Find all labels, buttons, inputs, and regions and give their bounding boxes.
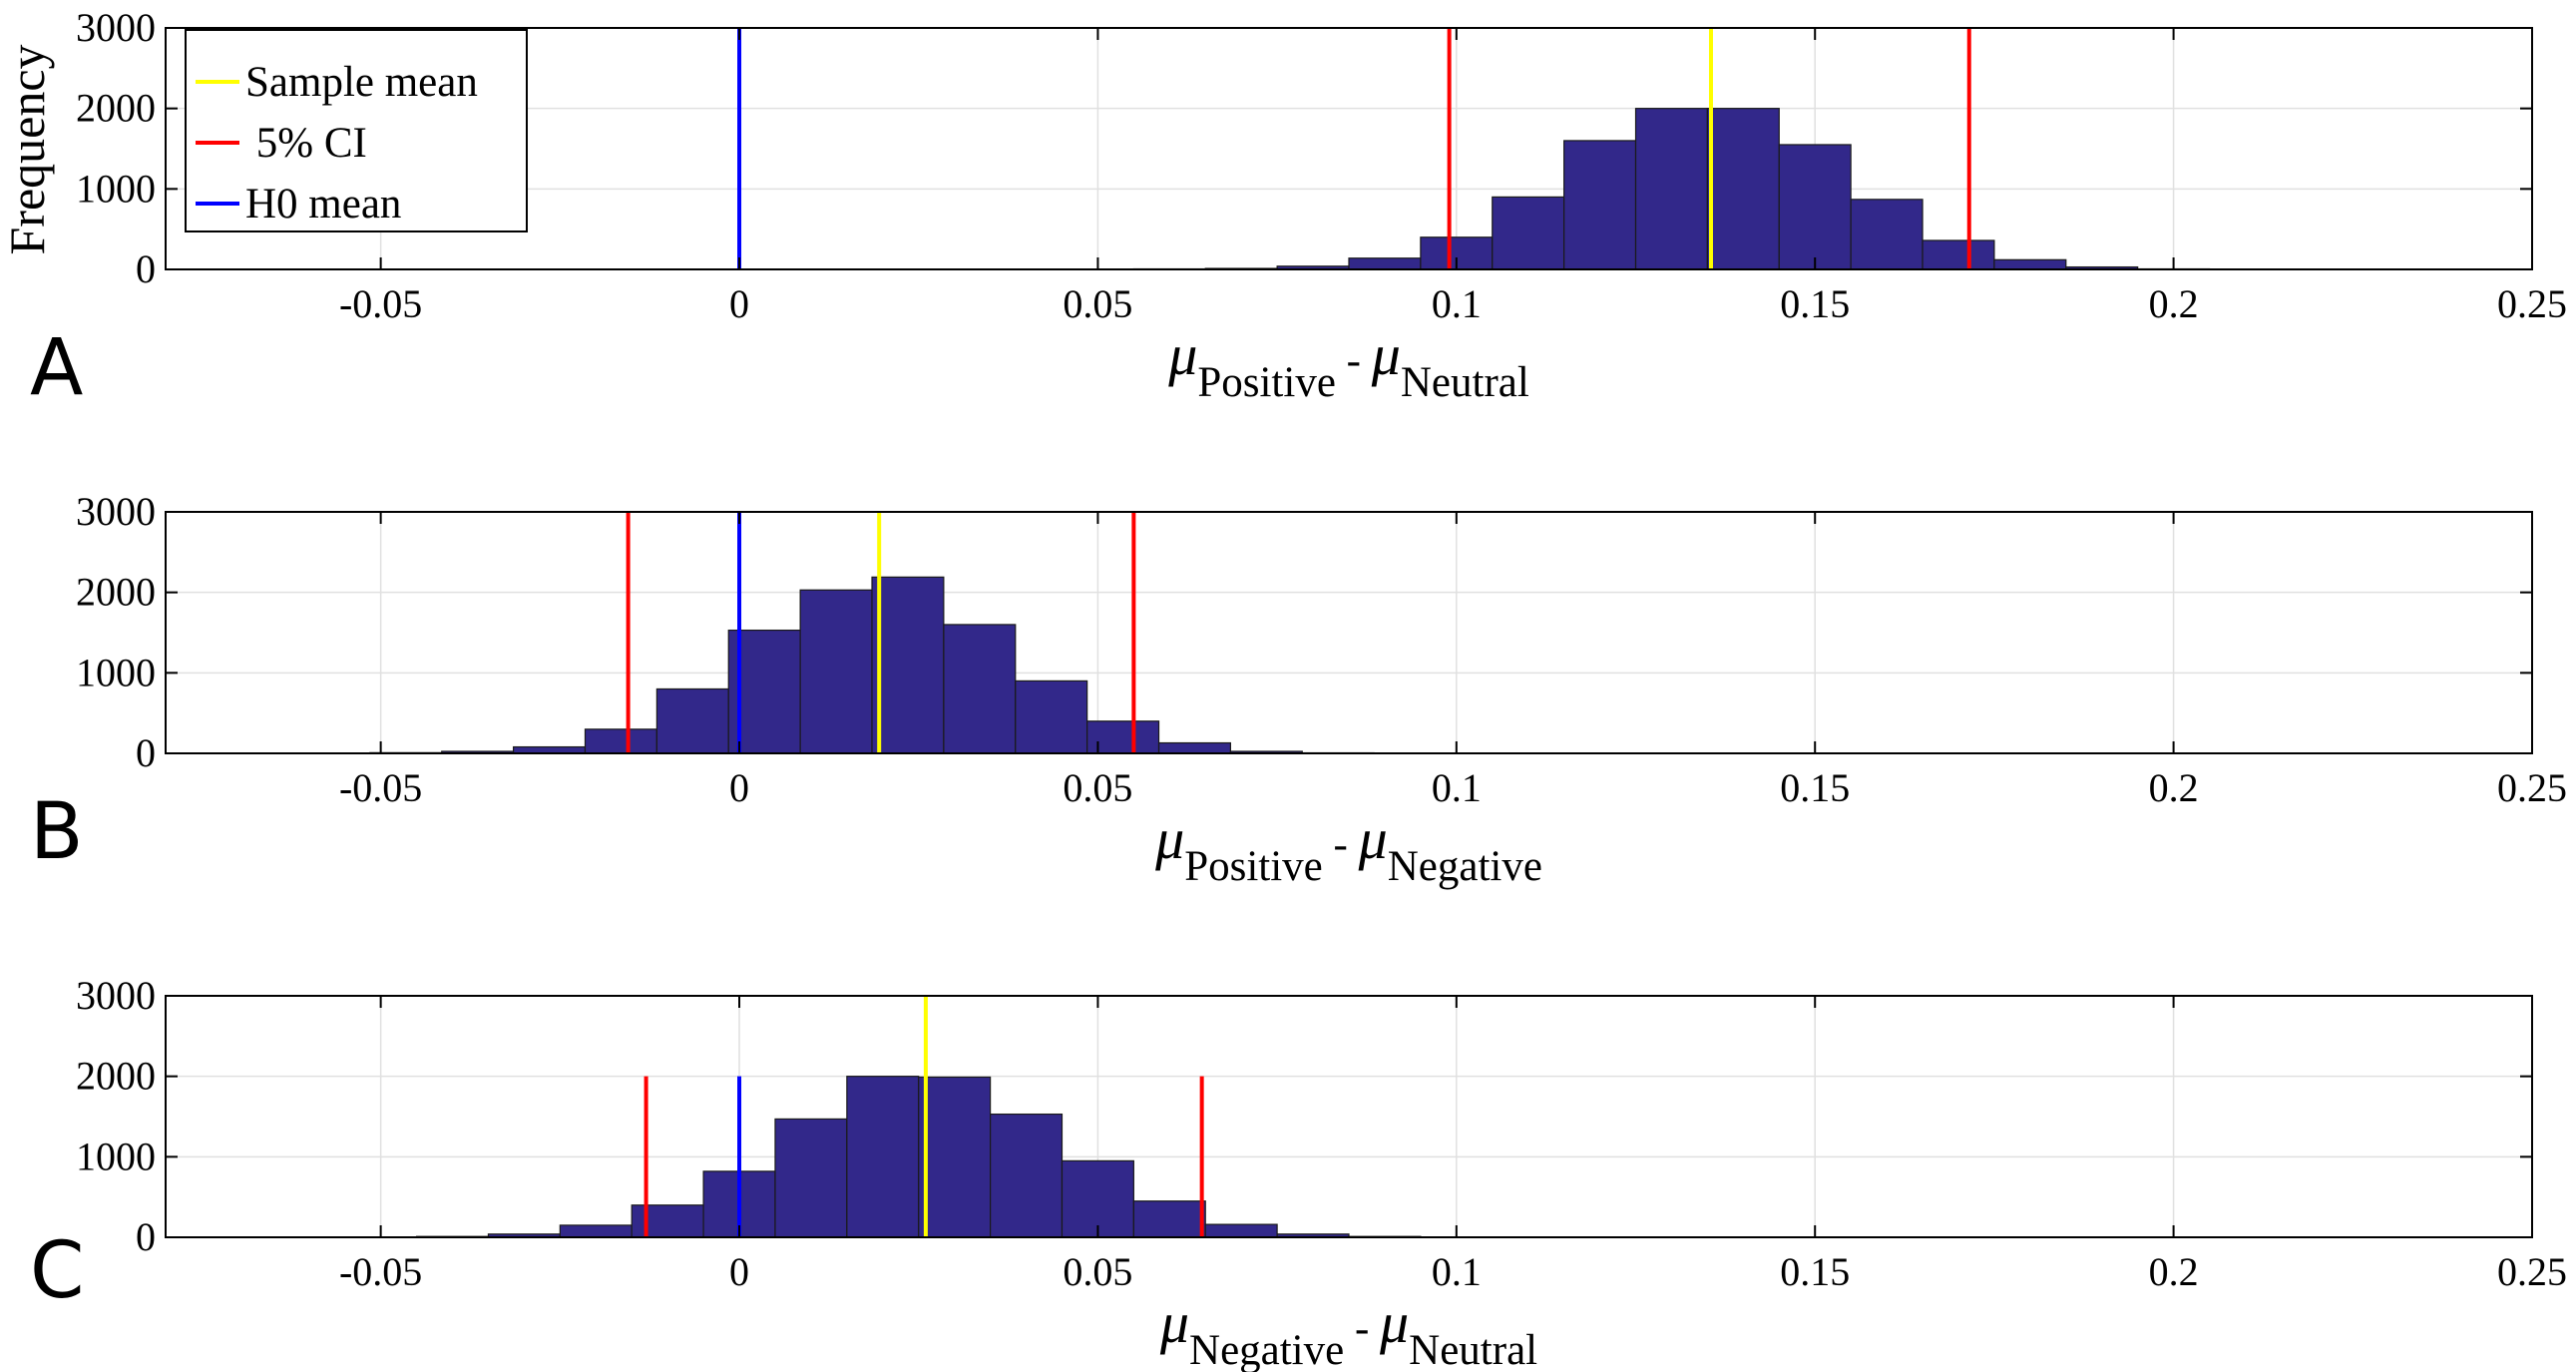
x-axis-label-part: Positive: [1197, 359, 1336, 406]
x-axis-label-part: μ: [1379, 1290, 1409, 1355]
histogram-bar: [990, 1113, 1064, 1238]
x-tick-label: 0: [729, 281, 749, 326]
y-tick-label: 2000: [76, 1054, 156, 1099]
histogram-bar: [918, 1076, 992, 1238]
panel-b: -0.05 0 0.05 0.1 0.15 0.2 0.25 0 1000 2000 3000 B μP…: [30, 489, 2567, 890]
y-tick-label: 3000: [76, 489, 156, 534]
legend-box: [185, 29, 528, 232]
histogram-bar: [1348, 257, 1422, 270]
legend-label-ci: 5% CI: [245, 120, 367, 167]
x-tick-label: 0.2: [2149, 281, 2199, 326]
y-tick-label: 0: [136, 246, 156, 291]
x-axis-label-part: -: [1323, 821, 1359, 868]
panel-letter-b: B: [30, 787, 84, 877]
axes-box: [165, 27, 2533, 270]
histogram-bar: [1993, 258, 2067, 270]
histogram-bar: [1086, 720, 1160, 754]
x-tick-label: 0.25: [2497, 765, 2567, 810]
y-tick-label: 1000: [76, 1134, 156, 1178]
histogram-bar: [559, 1224, 633, 1238]
histogram-bar: [1922, 239, 1995, 270]
histogram-bar: [1204, 1223, 1278, 1238]
x-tick-label: 0.05: [1063, 1249, 1132, 1294]
y-axis-label: Frequency: [0, 44, 55, 254]
x-axis-label-part: μ: [1159, 1290, 1189, 1355]
y-tick-label: 1000: [76, 166, 156, 211]
plot-area: [166, 28, 2532, 269]
y-tick-label: 1000: [76, 650, 156, 694]
y-tick-label: 2000: [76, 570, 156, 615]
histogram-bar: [1061, 1159, 1134, 1238]
panel-c: -0.05 0 0.05 0.1 0.15 0.2 0.250100020003000CμN…: [30, 973, 2567, 1372]
x-tick-label: 0.1: [1432, 281, 1482, 326]
y-tick-label: 3000: [76, 973, 156, 1018]
y-tick-label: 3000: [76, 5, 156, 50]
x-tick-label: 0.15: [1780, 765, 1850, 810]
x-tick-label: 0: [729, 1249, 749, 1294]
x-tick-label: 0.2: [2149, 1249, 2199, 1294]
legend-label-sample-mean: Sample mean: [245, 59, 478, 106]
plot-area: [166, 512, 2532, 753]
x-tick-label: 0.25: [2497, 281, 2567, 326]
x-tick-label: 0.05: [1063, 281, 1132, 326]
x-axis-label-part: Negative: [1189, 1327, 1344, 1372]
legend: Sample mean 5% CI H0 mean: [185, 29, 528, 232]
legend-label-h0-mean: H0 mean: [245, 181, 401, 228]
x-tick-label: -0.05: [339, 1249, 422, 1294]
histogram-bar: [584, 728, 657, 754]
histogram-bar: [1015, 680, 1088, 754]
histogram-bar: [1492, 196, 1565, 270]
x-axis-label: μPositive - μNeutral: [1167, 322, 1529, 406]
axes-box: [165, 511, 2533, 754]
panel-letter-a: A: [30, 323, 83, 413]
histogram-bar: [943, 624, 1017, 754]
histogram-bar: [871, 576, 945, 754]
x-axis-label: μPositive - μNegative: [1154, 806, 1542, 890]
histogram-bar: [774, 1118, 848, 1238]
histogram-bar: [1157, 741, 1232, 754]
histogram-bar: [1132, 1200, 1206, 1238]
histogram-bar: [1850, 199, 1924, 270]
y-tick-label: 0: [136, 730, 156, 775]
panel-a: -0.05 0 0.05 0.1 0.15 0.2 0.25 0 1000 2000 3000 A μP…: [30, 5, 2567, 413]
axes-box: [165, 995, 2533, 1238]
x-tick-label: 0: [729, 765, 749, 810]
x-axis-label-part: μ: [1167, 322, 1197, 387]
histogram-bar: [1706, 108, 1780, 270]
histogram-bar: [655, 687, 729, 754]
x-axis-label-part: μ: [1358, 806, 1388, 871]
panel-letter-c: C: [30, 1226, 84, 1316]
x-tick-label: 0.05: [1063, 765, 1132, 810]
x-axis-label: μNegative - μNeutral: [1159, 1290, 1537, 1372]
y-tick-label: 2000: [76, 86, 156, 131]
x-axis-label-part: Neutral: [1401, 359, 1529, 406]
x-tick-label: -0.05: [339, 281, 422, 326]
histogram-bar: [1634, 108, 1708, 270]
x-axis-label-part: Positive: [1184, 843, 1323, 890]
x-tick-label: 0.25: [2497, 1249, 2567, 1294]
x-tick-label: 0.2: [2149, 765, 2199, 810]
histogram-bar: [1778, 144, 1852, 270]
x-tick-label: -0.05: [339, 765, 422, 810]
x-tick-label: 0.15: [1780, 281, 1850, 326]
x-axis-label-part: Neutral: [1409, 1327, 1537, 1372]
x-tick-label: 0.15: [1780, 1249, 1850, 1294]
x-axis-label-part: Negative: [1388, 843, 1542, 890]
x-axis-label-part: -: [1336, 337, 1372, 384]
x-axis-label-part: μ: [1154, 806, 1184, 871]
x-tick-label: 0.1: [1432, 765, 1482, 810]
histogram-bar: [846, 1076, 920, 1238]
histogram-bar: [799, 589, 873, 754]
y-tick-label: 0: [136, 1214, 156, 1259]
x-tick-label: 0.1: [1432, 1249, 1482, 1294]
x-axis-label-part: -: [1344, 1305, 1380, 1352]
x-axis-label-part: μ: [1371, 322, 1401, 387]
histogram-bar: [631, 1204, 704, 1238]
histogram-bar: [1563, 140, 1637, 270]
plot-area: [166, 996, 2532, 1237]
